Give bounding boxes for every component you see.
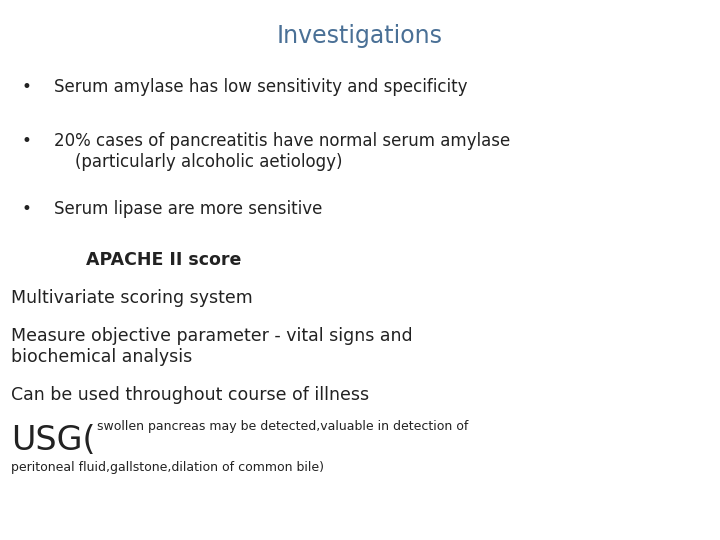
Text: Can be used throughout course of illness: Can be used throughout course of illness [11,386,369,404]
Text: Investigations: Investigations [277,24,443,48]
Text: peritoneal fluid,gallstone,dilation of common bile): peritoneal fluid,gallstone,dilation of c… [11,461,324,474]
Text: Measure objective parameter - vital signs and
biochemical analysis: Measure objective parameter - vital sign… [11,327,413,366]
Text: •: • [22,132,32,150]
Text: 20% cases of pancreatitis have normal serum amylase
    (particularly alcoholic : 20% cases of pancreatitis have normal se… [54,132,510,171]
Text: Multivariate scoring system: Multivariate scoring system [11,289,253,307]
Text: Serum lipase are more sensitive: Serum lipase are more sensitive [54,200,323,218]
Text: USG(: USG( [11,424,95,457]
Text: •: • [22,78,32,96]
Text: •: • [22,200,32,218]
Text: Serum amylase has low sensitivity and specificity: Serum amylase has low sensitivity and sp… [54,78,467,96]
Text: APACHE II score: APACHE II score [86,251,242,269]
Text: swollen pancreas may be detected,valuable in detection of: swollen pancreas may be detected,valuabl… [97,420,469,433]
